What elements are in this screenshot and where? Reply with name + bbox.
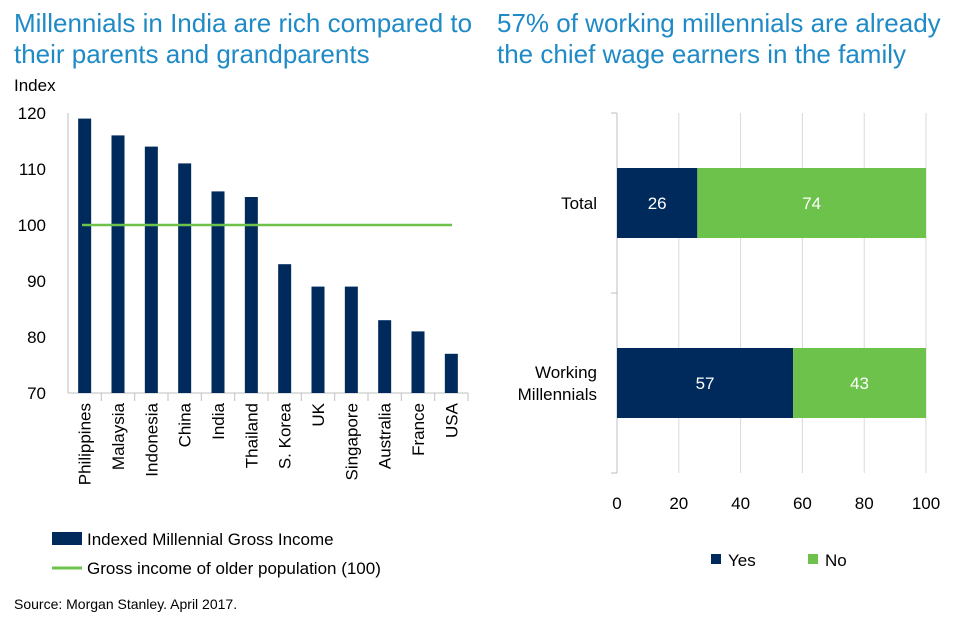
income-bar	[378, 320, 392, 393]
x-tick-label: 40	[731, 494, 750, 513]
x-tick-label: France	[409, 403, 428, 456]
x-tick-label: 0	[612, 494, 621, 513]
income-bar	[444, 353, 458, 393]
x-tick-label: S. Korea	[276, 402, 295, 469]
y-tick-label: 70	[27, 384, 46, 403]
x-tick-label: UK	[309, 402, 328, 426]
x-tick-label: 100	[912, 494, 940, 513]
category-label: Millennials	[518, 385, 597, 404]
category-label: Total	[561, 194, 597, 213]
legend-label-income: Indexed Millennial Gross Income	[87, 530, 334, 549]
yes-bar-segment	[617, 168, 698, 238]
x-tick-label: Philippines	[76, 403, 95, 485]
yes-bar-segment	[617, 348, 794, 418]
data-label: 74	[802, 194, 821, 213]
y-tick-label: 110	[19, 160, 46, 179]
category-label: Working	[535, 363, 597, 382]
income-bar	[278, 264, 292, 393]
income-bar	[111, 135, 125, 393]
income-bar	[144, 146, 158, 393]
legend-label-older: Gross income of older population (100)	[87, 559, 381, 578]
y-axis-label: Index	[14, 76, 56, 95]
x-tick-label: 60	[793, 494, 812, 513]
legend-swatch-yes	[711, 554, 721, 564]
legend-label-no: No	[825, 551, 847, 570]
x-tick-label: Thailand	[242, 403, 261, 468]
x-tick-label: Singapore	[342, 403, 361, 481]
data-label: 43	[850, 374, 869, 393]
no-bar-segment	[697, 168, 926, 238]
x-tick-label: China	[176, 402, 195, 447]
right-chart-title: 57% of working millennials are already t…	[497, 8, 941, 69]
y-tick-label: 90	[27, 272, 46, 291]
income-bar	[211, 191, 225, 393]
y-tick-label: 100	[18, 216, 46, 235]
x-tick-label: 80	[855, 494, 874, 513]
left-chart-title: Millennials in India are rich compared t…	[14, 8, 473, 69]
income-bar	[178, 163, 192, 393]
no-bar-segment	[793, 348, 926, 418]
data-label: 26	[648, 194, 667, 213]
source-note: Source: Morgan Stanley. April 2017.	[14, 596, 238, 612]
y-tick-label: 120	[18, 104, 46, 123]
legend-label-yes: Yes	[728, 551, 756, 570]
y-tick-label: 80	[27, 328, 46, 347]
data-label: 57	[696, 374, 715, 393]
income-bar	[344, 286, 358, 393]
income-bar	[311, 286, 325, 393]
x-tick-label: Indonesia	[142, 402, 161, 476]
legend-swatch-income	[52, 532, 82, 545]
x-tick-label: India	[209, 402, 228, 439]
legend-swatch-no	[808, 554, 818, 564]
income-bar	[244, 197, 258, 393]
x-tick-label: Malaysia	[109, 402, 128, 470]
x-tick-label: 20	[669, 494, 688, 513]
income-bar	[411, 331, 425, 393]
income-bar	[78, 118, 92, 393]
x-tick-label: Australia	[376, 402, 395, 469]
x-tick-label: USA	[442, 402, 461, 438]
